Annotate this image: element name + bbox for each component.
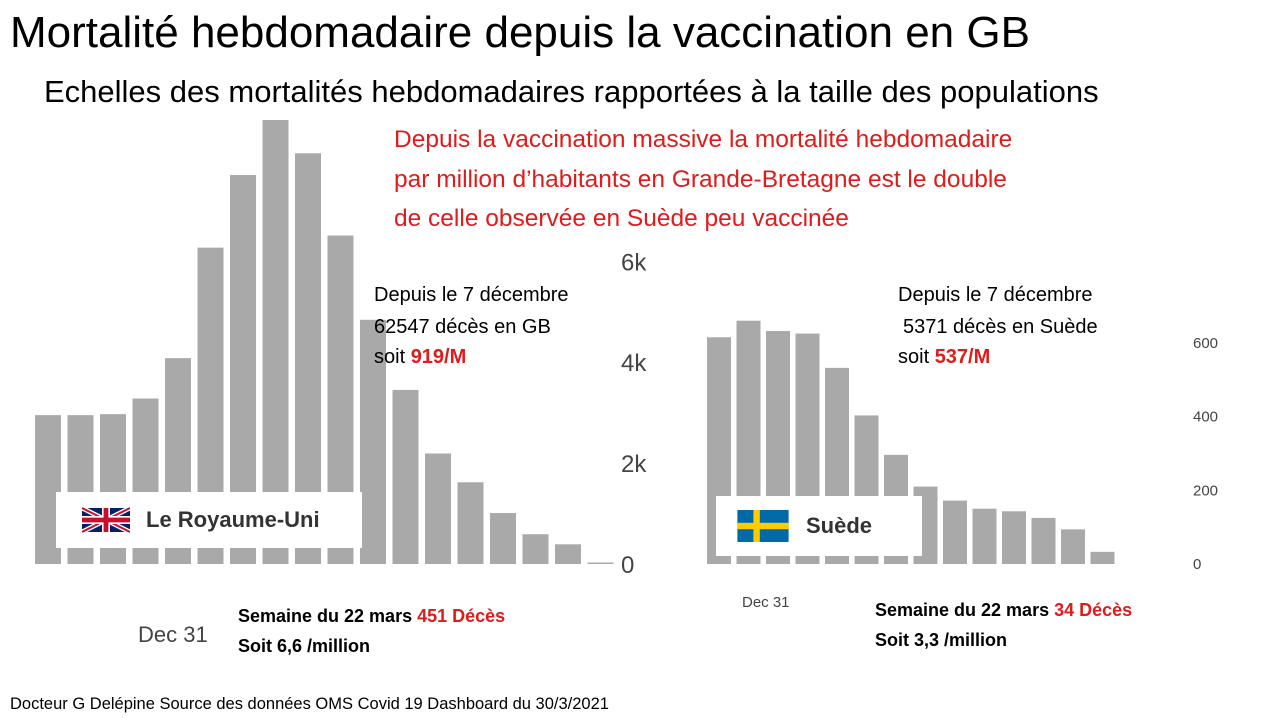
se-stat-deaths: 5371 décès en Suède	[903, 316, 1098, 338]
uk-y-tick-label: 6k	[621, 249, 647, 276]
uk-rate-value: 919/M	[410, 346, 467, 368]
page-subtitle: Echelles des mortalités hebdomadaires ra…	[44, 74, 1099, 109]
se-week-deaths: 34 Décès	[1054, 600, 1133, 620]
se-bar-13	[1061, 529, 1085, 564]
uk-y-tick-label: 0	[621, 552, 634, 579]
se-bar-12	[1031, 517, 1056, 564]
uk-bar-8	[262, 120, 289, 564]
note-line-2: par million d’habitants en Grande-Bretag…	[394, 166, 1007, 193]
uk-bar-11	[360, 319, 386, 564]
uk-week-line: Semaine du 22 mars 451 Décès	[238, 606, 506, 626]
se-bar-14	[1090, 551, 1115, 564]
sweden-flag-icon	[737, 510, 789, 542]
uk-y-axis: 0 2k 4k 6k	[621, 249, 647, 579]
uk-bar-16	[522, 534, 549, 564]
se-country-label: Suède	[806, 513, 873, 538]
uk-week-rate: Soit 6,6 /million	[238, 636, 371, 656]
se-y-tick-label: 200	[1193, 482, 1218, 499]
se-y-tick-label: 0	[1193, 556, 1201, 573]
note-line-3: de celle observée en Suède peu vaccinée	[394, 205, 849, 232]
note-line-1: Depuis la vaccination massive la mortali…	[394, 126, 1013, 153]
uk-country-badge: Le Royaume-Uni	[56, 492, 362, 548]
uk-week-deaths: 451 Décès	[417, 606, 506, 626]
footer-source: Docteur G Delépine Source des données OM…	[10, 695, 609, 713]
uk-y-tick-label: 2k	[621, 451, 647, 478]
uk-y-tick-label: 4k	[621, 350, 647, 377]
sweden-x-tick-label: Dec 31	[742, 594, 790, 611]
se-rate-value: 537/M	[934, 346, 991, 368]
uk-bar-15	[490, 513, 516, 564]
se-week-rate: Soit 3,3 /million	[875, 630, 1008, 650]
se-stat-rate: soit 537/M	[898, 346, 991, 368]
uk-stat-since: Depuis le 7 décembre	[374, 284, 569, 306]
sweden-y-axis: 0 200 400 600	[1193, 335, 1218, 573]
uk-bar-18	[587, 562, 614, 564]
se-stat-since: Depuis le 7 décembre	[898, 284, 1093, 306]
se-bar-9	[943, 500, 967, 564]
uk-stat-deaths: 62547 décès en GB	[374, 316, 551, 338]
se-week-line: Semaine du 22 mars 34 Décès	[875, 600, 1133, 620]
se-bar-11	[1002, 511, 1026, 564]
uk-bar-17	[555, 544, 581, 564]
se-bar-10	[972, 508, 997, 564]
se-y-tick-label: 600	[1193, 335, 1218, 352]
uk-country-label: Le Royaume-Uni	[146, 507, 320, 532]
se-y-tick-label: 400	[1193, 409, 1218, 426]
page-title: Mortalité hebdomadaire depuis la vaccina…	[10, 8, 1030, 57]
se-country-badge: Suède	[716, 496, 922, 556]
uk-flag-icon	[82, 507, 130, 533]
uk-bar-14	[457, 482, 484, 564]
uk-x-tick-label: Dec 31	[138, 622, 208, 647]
uk-bar-12	[392, 389, 419, 564]
uk-stat-rate: soit 919/M	[374, 346, 467, 368]
uk-bar-13	[425, 453, 451, 564]
